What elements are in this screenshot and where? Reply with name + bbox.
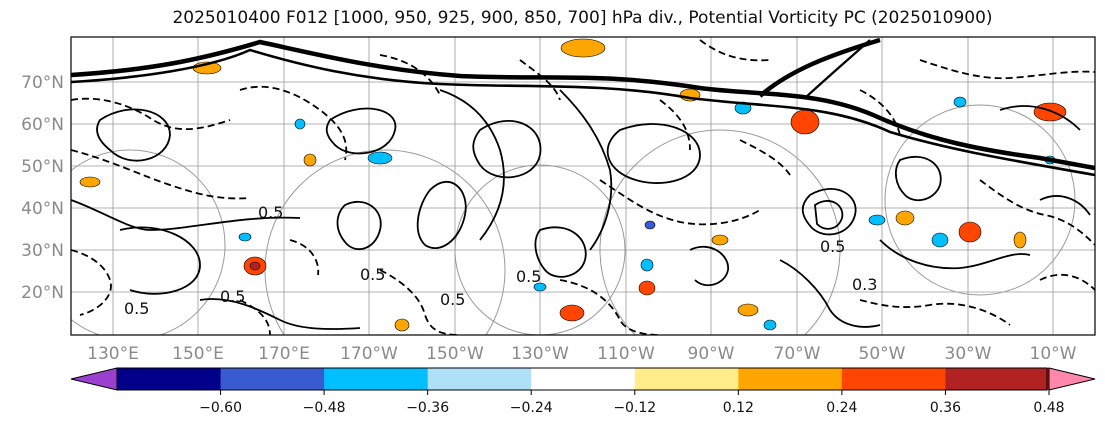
colorbar-segment [220, 368, 325, 390]
contour-label: 0.3 [852, 275, 877, 294]
dashed-contours [71, 39, 1095, 335]
colorbar-tick-label: −0.60 [199, 400, 242, 416]
colorbar-tick-label: 0.24 [826, 400, 857, 416]
contour-label: 0.5 [820, 237, 845, 256]
colorbar-segment [738, 368, 843, 390]
lon-label: 70°W [774, 344, 821, 364]
colorbar: −0.60 −0.48 −0.36 −0.24 −0.12 0.12 0.24 0.36 0.4… [70, 367, 1096, 416]
chart-title: 2025010400 F012 [1000, 950, 925, 900, 85… [172, 8, 993, 28]
colorbar-segment [324, 368, 429, 390]
colorbar-segment [945, 368, 1050, 390]
contour-label: 0.5 [124, 299, 149, 318]
lon-label: 50°W [859, 344, 906, 364]
longitude-labels: 130°E 150°E 170°E 170°W 150°W 130°W 110°… [87, 344, 1077, 364]
lat-label: 60°N [21, 115, 64, 135]
colorbar-tick-label: 0.36 [930, 400, 961, 416]
contour-label: 0.5 [516, 267, 541, 286]
colorbar-tick-label: −0.12 [613, 400, 656, 416]
lon-label: 130°W [511, 344, 569, 364]
contour-label: 0.5 [258, 203, 283, 222]
lon-label: 130°E [87, 344, 139, 364]
lat-label: 20°N [21, 283, 64, 303]
contour-label: 0.5 [360, 265, 385, 284]
lon-label: 10°W [1030, 344, 1077, 364]
colorbar-tick-label: −0.36 [406, 400, 449, 416]
map-frame [70, 36, 1096, 336]
lon-label: 150°E [172, 344, 224, 364]
colorbar-tick-label: −0.48 [303, 400, 346, 416]
lon-label: 150°W [426, 344, 484, 364]
lat-label: 40°N [21, 199, 64, 219]
lon-label: 110°W [597, 344, 655, 364]
colorbar-segment [427, 368, 532, 390]
lon-label: 90°W [688, 344, 735, 364]
colorbar-extend-high [1048, 367, 1096, 391]
colorbar-ticks: −0.60 −0.48 −0.36 −0.24 −0.12 0.12 0.24 0.36 0.4… [199, 390, 1065, 416]
colorbar-tick-label: 0.12 [723, 400, 754, 416]
lat-label: 70°N [21, 73, 64, 93]
contour-labels: 0.5 0.5 0.5 0.5 0.5 0.5 0.3 0.5 [124, 203, 877, 318]
colorbar-segment [634, 368, 739, 390]
lon-label: 170°W [340, 344, 398, 364]
lat-label: 50°N [21, 157, 64, 177]
colorbar-segments [70, 367, 1096, 391]
colorbar-segment [841, 368, 946, 390]
contour-label: 0.5 [440, 290, 465, 309]
colorbar-extend-low [70, 367, 118, 391]
lon-label: 30°W [945, 344, 992, 364]
colorbar-tick-label: 0.48 [1033, 400, 1064, 416]
colorbar-segment [531, 368, 636, 390]
latitude-labels: 70°N 60°N 50°N 40°N 30°N 20°N [21, 73, 64, 303]
lat-label: 30°N [21, 241, 64, 261]
colorbar-segment [117, 368, 222, 390]
lon-label: 170°E [258, 344, 310, 364]
solid-contours [71, 37, 1095, 330]
contour-label: 0.5 [220, 287, 245, 306]
graticule [71, 37, 1095, 335]
colorbar-tick-label: −0.24 [510, 400, 553, 416]
